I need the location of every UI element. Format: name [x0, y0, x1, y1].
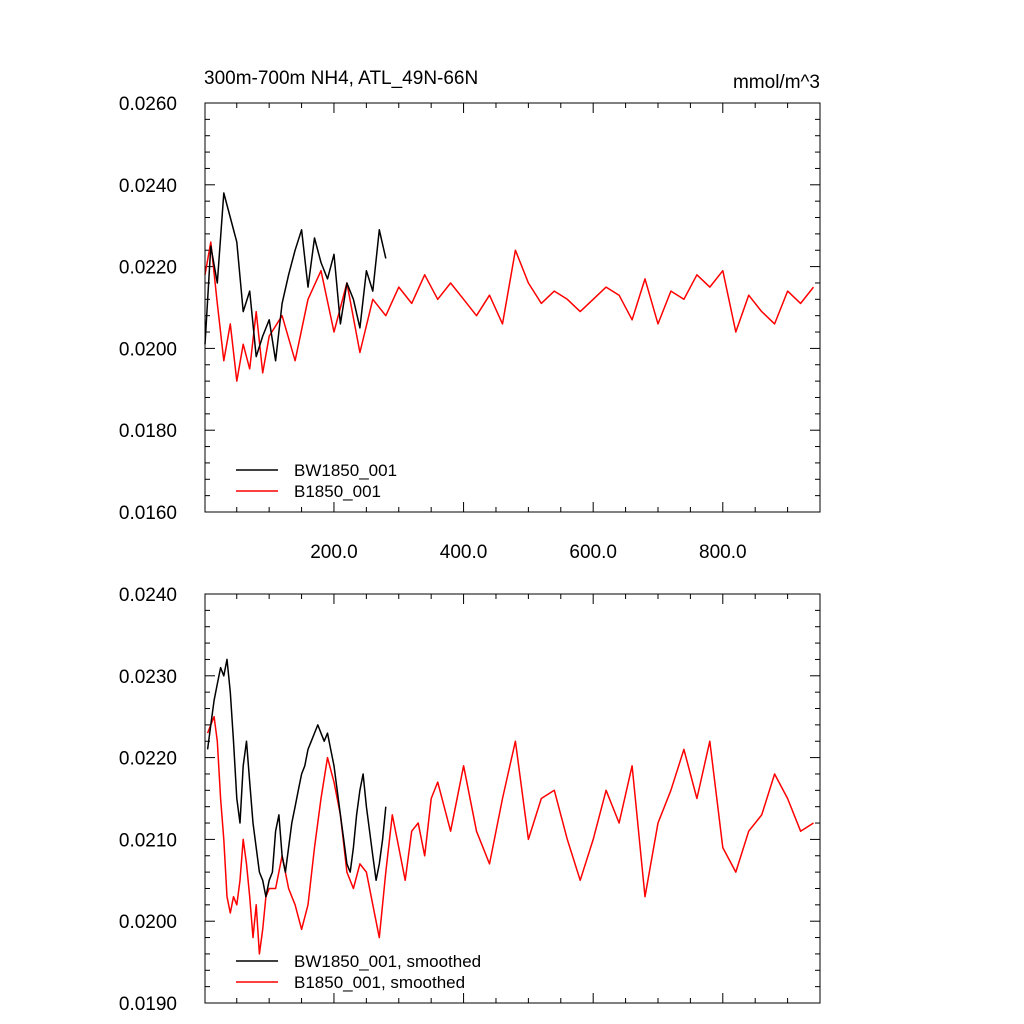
- bottom-ytick-label: 0.0200: [119, 912, 177, 933]
- top-panel-title: 300m-700m NH4, ATL_49N-66N: [204, 68, 478, 89]
- top-xtick-label: 400.0: [440, 542, 488, 563]
- bottom-ytick-label: 0.0190: [119, 994, 177, 1015]
- bottom-series-line-b1850-001-smoothed: [206, 715, 814, 955]
- bottom-panel-frame: [204, 593, 821, 1004]
- bottom-panel: 0.0190 0.0200 0.0210 0.0220 0.0230 0.0240 BW1…: [119, 585, 821, 1015]
- bottom-ytick-label: 0.0210: [119, 830, 177, 851]
- bottom-panel-series: [206, 658, 814, 955]
- top-series-line-bw1850-001: [204, 192, 387, 362]
- bottom-legend-label-bw1850: BW1850_001, smoothed: [294, 952, 481, 971]
- top-legend-label-b1850: B1850_001: [294, 482, 381, 501]
- top-legend: BW1850_001 B1850_001: [236, 461, 397, 501]
- top-panel-series: [204, 192, 815, 382]
- top-xtick-label: 200.0: [310, 542, 358, 563]
- bottom-ytick-label: 0.0240: [119, 585, 177, 606]
- top-panel-units: mmol/m^3: [733, 72, 820, 93]
- bottom-panel-ticks: 0.0190 0.0200 0.0210 0.0220 0.0230 0.0240: [119, 585, 820, 1015]
- top-panel-frame: [204, 102, 821, 513]
- top-panel: 300m-700m NH4, ATL_49N-66N mmol/m^3 0.01…: [119, 68, 821, 563]
- top-ytick-label: 0.0160: [119, 503, 177, 524]
- top-ytick-label: 0.0180: [119, 421, 177, 442]
- bottom-ytick-label: 0.0230: [119, 667, 177, 688]
- bottom-ytick-label: 0.0220: [119, 749, 177, 770]
- top-ytick-label: 0.0260: [119, 94, 177, 115]
- bottom-legend: BW1850_001, smoothed B1850_001, smoothed: [236, 952, 481, 992]
- top-ytick-label: 0.0220: [119, 258, 177, 279]
- top-xtick-label: 800.0: [699, 542, 747, 563]
- top-legend-label-bw1850: BW1850_001: [294, 461, 397, 480]
- top-ytick-label: 0.0240: [119, 176, 177, 197]
- top-xtick-label: 600.0: [569, 542, 617, 563]
- bottom-series-line-bw1850-001-smoothed: [206, 658, 387, 898]
- bottom-legend-label-b1850: B1850_001, smoothed: [294, 973, 465, 992]
- top-ytick-label: 0.0200: [119, 339, 177, 360]
- top-series-line-b1850-001: [204, 241, 815, 382]
- top-panel-ticks: 0.0160 0.0180 0.0200 0.0220 0.0240 0.0260 200.…: [119, 94, 820, 563]
